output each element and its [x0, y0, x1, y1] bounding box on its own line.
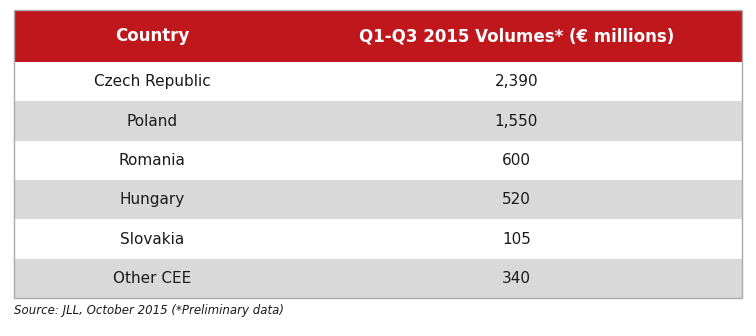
Text: 520: 520	[502, 192, 531, 207]
Bar	[14, 180, 742, 219]
Bar	[14, 101, 742, 141]
Bar	[14, 219, 742, 259]
Text: Q1-Q3 2015 Volumes* (€ millions): Q1-Q3 2015 Volumes* (€ millions)	[358, 27, 674, 45]
Text: 2,390: 2,390	[494, 74, 538, 89]
Text: 105: 105	[502, 232, 531, 247]
Text: 600: 600	[502, 153, 531, 168]
Text: Country: Country	[115, 27, 190, 45]
Text: 1,550: 1,550	[494, 114, 538, 128]
Bar	[14, 62, 742, 101]
Text: Romania: Romania	[119, 153, 186, 168]
Text: 340: 340	[502, 271, 531, 286]
Text: Source: JLL, October 2015 (*Preliminary data): Source: JLL, October 2015 (*Preliminary …	[14, 304, 284, 317]
Text: Hungary: Hungary	[119, 192, 185, 207]
Text: Slovakia: Slovakia	[120, 232, 184, 247]
Bar	[14, 141, 742, 180]
Text: Other CEE: Other CEE	[113, 271, 191, 286]
Bar	[14, 259, 742, 298]
Bar	[14, 10, 742, 62]
Bar	[14, 10, 742, 298]
Text: Poland: Poland	[127, 114, 178, 128]
Text: Czech Republic: Czech Republic	[94, 74, 211, 89]
